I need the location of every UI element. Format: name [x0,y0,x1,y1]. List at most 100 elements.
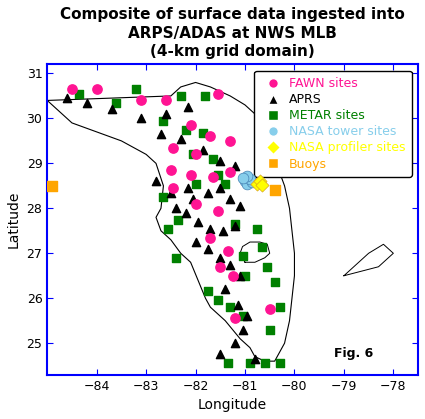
Buoys [271,187,278,194]
METAR sites [239,313,246,320]
METAR sites [241,272,248,279]
Text: Fig. 6: Fig. 6 [334,347,373,360]
APRS [239,326,246,333]
FAWN sites [170,185,177,191]
METAR sites [113,99,120,106]
APRS [252,356,258,362]
NASA tower sites [244,180,251,187]
X-axis label: Longitude: Longitude [198,398,267,412]
METAR sites [173,254,179,261]
FAWN sites [187,122,194,129]
NASA profiler sites [259,181,266,188]
APRS [158,131,164,137]
METAR sites [266,326,273,333]
APRS [64,95,71,101]
FAWN sites [167,167,174,173]
METAR sites [204,288,211,295]
FAWN sites [207,133,214,140]
METAR sites [271,279,278,286]
APRS [219,228,226,234]
APRS [227,196,234,203]
METAR sites [259,243,266,250]
APRS [167,189,174,196]
FAWN sites [227,137,234,144]
APRS [222,286,229,292]
APRS [217,185,224,191]
Buoys [298,165,305,171]
METAR sites [165,225,172,232]
FAWN sites [192,151,199,158]
NASA tower sites [246,176,253,182]
Y-axis label: Latitude: Latitude [7,191,21,248]
METAR sites [160,194,167,200]
METAR sites [215,297,221,304]
METAR sites [239,252,246,259]
METAR sites [133,86,140,93]
METAR sites [246,360,253,367]
NASA tower sites [239,174,246,181]
METAR sites [276,360,283,367]
METAR sites [202,93,209,99]
FAWN sites [207,234,214,241]
FAWN sites [210,173,216,180]
FAWN sites [232,315,238,322]
METAR sites [210,155,216,162]
FAWN sites [93,86,100,93]
METAR sites [264,264,271,270]
FAWN sites [217,264,224,270]
METAR sites [177,93,184,99]
METAR sites [175,216,181,223]
METAR sites [227,304,234,310]
FAWN sites [224,248,231,254]
METAR sites [200,129,207,136]
FAWN sites [215,91,221,97]
FAWN sites [266,306,273,313]
APRS [217,254,224,261]
APRS [217,158,224,165]
FAWN sites [187,171,194,178]
Buoys [49,183,56,189]
APRS [173,205,179,212]
APRS [185,185,192,191]
METAR sites [190,151,196,158]
METAR sites [224,360,231,367]
NASA tower sites [241,178,248,185]
METAR sites [254,225,261,232]
NASA tower sites [244,173,251,179]
APRS [237,203,244,210]
FAWN sites [170,144,177,151]
APRS [232,223,238,230]
APRS [207,225,214,232]
APRS [204,246,211,252]
METAR sites [160,117,167,124]
APRS [204,189,211,196]
APRS [234,302,241,308]
FAWN sites [162,97,169,104]
FAWN sites [215,207,221,214]
APRS [195,218,201,225]
APRS [177,135,184,142]
Legend: FAWN sites, APRS, METAR sites, NASA tower sites, NASA profiler sites, Buoys: FAWN sites, APRS, METAR sites, NASA towe… [254,71,412,177]
APRS [200,147,207,153]
APRS [232,340,238,347]
APRS [227,261,234,268]
APRS [153,178,159,185]
APRS [217,351,224,358]
NASA tower sites [249,179,256,186]
METAR sites [222,180,229,187]
APRS [237,272,244,279]
METAR sites [182,126,189,133]
APRS [185,104,192,111]
METAR sites [76,91,83,97]
FAWN sites [227,169,234,176]
METAR sites [192,180,199,187]
APRS [138,115,145,122]
FAWN sites [229,272,236,279]
FAWN sites [138,97,145,104]
METAR sites [232,221,238,228]
METAR sites [215,171,221,178]
APRS [162,111,169,117]
APRS [190,196,196,203]
NASA profiler sites [254,180,261,187]
METAR sites [276,304,283,310]
